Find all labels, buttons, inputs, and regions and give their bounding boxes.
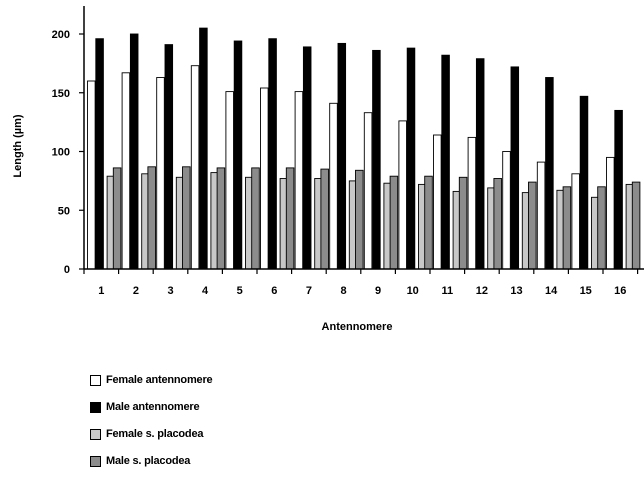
bar-male-antennomere-10: [406, 47, 416, 270]
bar-male-antennomere-7: [302, 46, 312, 270]
x-tick-label: 5: [237, 285, 243, 297]
bar-male-antennomere-6: [268, 38, 277, 270]
x-ticks-group: 1 2 3 4 5 6 7 8 9 10 11 12 13 14 15 16: [83, 269, 639, 297]
bar-male-s-placodea-7: [320, 168, 329, 270]
bar-male-s-placodea-12: [493, 178, 502, 270]
legend-label: Male antennomere: [106, 401, 200, 413]
bar-male-antennomere-2: [129, 33, 139, 270]
legend-label: Male s. placodea: [106, 455, 191, 467]
bar-male-antennomere-8: [337, 42, 347, 270]
legend-swatch-female-s-placodea: [90, 428, 101, 440]
legend-item: Male antennomere: [90, 399, 212, 415]
bar-male-s-placodea-15: [597, 186, 606, 270]
bar-male-s-placodea-8: [355, 169, 364, 270]
bar-female-antennomere-1: [87, 80, 96, 270]
bar-male-s-placodea-9: [389, 175, 399, 270]
bar-female-antennomere-11: [433, 134, 442, 270]
x-tick-label: 2: [133, 285, 139, 297]
bar-male-s-placodea-2: [147, 166, 156, 270]
x-tick-label: 16: [614, 285, 626, 297]
bar-female-antennomere-7: [294, 91, 304, 270]
x-tick-label: 1: [98, 285, 104, 297]
bar-male-antennomere-1: [95, 38, 104, 270]
x-tick-label: 7: [306, 285, 312, 297]
bar-female-antennomere-10: [398, 120, 407, 270]
bar-male-s-placodea-6: [285, 167, 295, 270]
bar-male-s-placodea-4: [216, 167, 226, 270]
bar-male-antennomere-12: [475, 58, 485, 270]
legend: Female antennomere Male antennomere Fema…: [90, 372, 213, 480]
bar-female-antennomere-15: [571, 173, 580, 270]
x-tick-label: 8: [340, 285, 346, 297]
y-axis-title: Length (µm): [12, 114, 24, 177]
x-tick-label: 14: [545, 285, 558, 297]
y-tick-label: 100: [52, 147, 70, 159]
y-ticks-group: 0 50 100 150 200: [52, 29, 84, 276]
x-tick-label: 10: [407, 285, 419, 297]
bar-female-antennomere-13: [502, 151, 511, 270]
y-tick-label: 50: [58, 205, 70, 217]
bar-male-s-placodea-5: [251, 167, 260, 270]
bar-male-antennomere-3: [164, 44, 174, 270]
bar-male-s-placodea-11: [458, 176, 468, 270]
legend-swatch-male-s-placodea: [90, 455, 101, 467]
bar-male-antennomere-11: [441, 54, 450, 270]
legend-label: Female s. placodea: [106, 428, 204, 440]
bar-female-antennomere-9: [363, 112, 373, 270]
legend-swatch-male-antennomere: [90, 401, 101, 413]
bar-male-antennomere-14: [545, 77, 554, 270]
bars-group: [87, 27, 641, 270]
bar-male-s-placodea-1: [112, 167, 122, 270]
x-tick-label: 3: [167, 285, 173, 297]
x-tick-label: 4: [202, 285, 209, 297]
legend-item: Female antennomere: [90, 372, 213, 388]
x-tick-label: 9: [375, 285, 381, 297]
bar-male-antennomere-5: [233, 40, 243, 270]
bar-female-antennomere-4: [190, 65, 200, 270]
bar-male-antennomere-16: [614, 109, 623, 270]
bar-male-antennomere-4: [199, 27, 208, 270]
x-tick-label: 6: [271, 285, 277, 297]
bar-male-s-placodea-16: [631, 181, 641, 270]
y-tick-label: 0: [64, 264, 70, 276]
bar-female-antennomere-6: [260, 87, 269, 270]
bar-male-s-placodea-13: [528, 181, 537, 270]
bar-female-antennomere-14: [536, 161, 546, 270]
x-tick-label: 11: [441, 285, 453, 297]
bar-male-antennomere-15: [579, 95, 589, 270]
x-tick-label: 12: [476, 285, 488, 297]
bar-female-antennomere-16: [606, 156, 615, 270]
bar-male-s-placodea-14: [562, 186, 572, 270]
bar-female-antennomere-5: [225, 91, 234, 270]
legend-item: Female s. placodea: [90, 426, 212, 442]
y-tick-label: 150: [52, 88, 70, 100]
bar-male-s-placodea-3: [182, 166, 191, 270]
y-tick-label: 200: [52, 29, 70, 41]
bar-female-antennomere-12: [467, 136, 477, 270]
x-tick-label: 15: [580, 285, 592, 297]
bar-female-antennomere-2: [121, 72, 131, 270]
legend-item: Male s. placodea: [90, 453, 212, 469]
bar-female-antennomere-3: [156, 77, 165, 270]
legend-label: Female antennomere: [106, 374, 213, 386]
legend-swatch-female-antennomere: [90, 374, 101, 386]
x-tick-label: 13: [510, 285, 522, 297]
bar-male-antennomere-9: [372, 49, 381, 270]
bar-female-antennomere-8: [329, 102, 338, 270]
x-axis-title: Antennomere: [322, 321, 393, 333]
axes-group: [83, 6, 644, 270]
bar-male-antennomere-13: [510, 66, 520, 270]
bar-male-s-placodea-10: [424, 175, 433, 270]
